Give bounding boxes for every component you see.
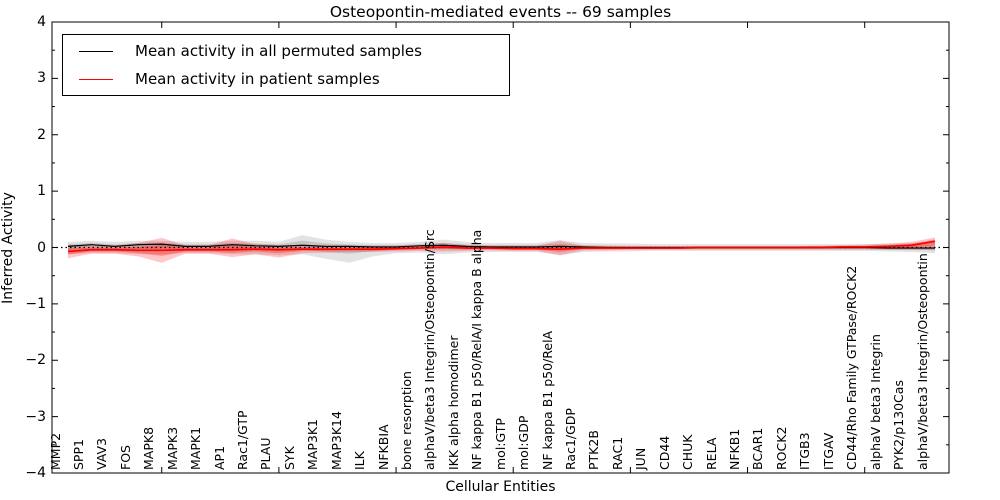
axis-ticks (52, 21, 949, 474)
y-tick-label: 2 (37, 126, 46, 143)
x-tick-label: Rac1/GDP (563, 408, 578, 470)
x-tick-label: IKK alpha homodimer (445, 335, 461, 471)
x-tick-label: CHUK (680, 434, 696, 470)
y-tick-label: −1 (25, 295, 46, 312)
x-tick-label: NFKBIA (375, 424, 391, 470)
legend-item-permuted: Mean activity in all permuted samples (63, 38, 422, 64)
x-tick-label: MAPK3 (164, 426, 180, 470)
x-tick-label: mol:GDP (516, 415, 532, 470)
x-tick-label: MAP3K1 (305, 419, 321, 470)
x-tick-label: RELA (703, 437, 719, 470)
x-tick-label: AP1 (211, 445, 227, 470)
y-tick-label: 3 (37, 70, 46, 87)
chart-title: Osteopontin-mediated events -- 69 sample… (329, 3, 672, 21)
x-tick-label: CD44/Rho Family GTPase/ROCK2 (844, 265, 860, 470)
y-tick-label: 4 (37, 14, 46, 30)
x-tick-label: MAPK1 (188, 426, 204, 470)
x-tick-label: MMP2 (47, 432, 63, 470)
x-tick-label: alphaV/beta3 Integrin/Osteopontin (914, 253, 930, 470)
x-tick-label: ITGB3 (797, 432, 813, 470)
x-tick-label: NF kappa B1 p50/RelA/I kappa B alpha (469, 229, 485, 470)
x-tick-label: ROCK2 (773, 426, 789, 470)
legend-item-patient: Mean activity in patient samples (63, 66, 380, 92)
x-tick-label: NFKB1 (727, 428, 743, 470)
x-tick-label: ITGAV (820, 432, 836, 470)
x-tick-label: BCAR1 (750, 427, 766, 470)
mean-lines (67, 240, 936, 253)
x-tick-label: MAPK8 (141, 426, 157, 470)
x-tick-label: JUN (633, 447, 649, 470)
x-tick-label: VAV3 (94, 437, 110, 470)
legend-label-patient: Mean activity in patient samples (135, 70, 380, 88)
x-tick-label: Rac1/GTP (234, 410, 250, 470)
y-tick-label: −2 (25, 352, 46, 369)
x-tick-label: PLAU (258, 437, 274, 471)
permuted-line-swatch-icon (79, 50, 113, 52)
x-tick-label: MAP3K14 (328, 411, 344, 470)
x-tick-label: SPP1 (70, 439, 86, 470)
x-tick-label: ILK (352, 451, 368, 470)
x-tick-label: PYK2/p130Cas (891, 380, 907, 470)
legend: Mean activity in all permuted samples Me… (62, 34, 510, 96)
x-tick-label: alphaV/beta3 Integrin/Osteopontin/Src (422, 229, 438, 470)
x-tick-label: SYK (281, 446, 297, 470)
legend-label-permuted: Mean activity in all permuted samples (135, 42, 422, 60)
x-axis-label: Cellular Entities (445, 479, 556, 495)
patient-line-swatch-icon (79, 78, 113, 80)
x-tick-label: mol:GTP (492, 418, 508, 470)
x-tick-label: NF kappa B1 p50/RelA (539, 330, 555, 470)
x-tick-label: FOS (117, 445, 133, 470)
y-tick-label: −4 (25, 465, 46, 481)
x-tick-label: alphaV beta3 Integrin (867, 334, 883, 470)
y-tick-label: 0 (37, 239, 46, 256)
y-tick-label: −3 (25, 408, 46, 425)
x-tick-label: bone resorption (398, 371, 414, 470)
y-axis-label: Inferred Activity (0, 192, 16, 304)
x-tick-label: RAC1 (609, 436, 625, 470)
x-tick-label: PTK2B (586, 430, 602, 470)
x-tick-label: CD44 (656, 435, 672, 470)
y-tick-label: 1 (37, 183, 46, 200)
